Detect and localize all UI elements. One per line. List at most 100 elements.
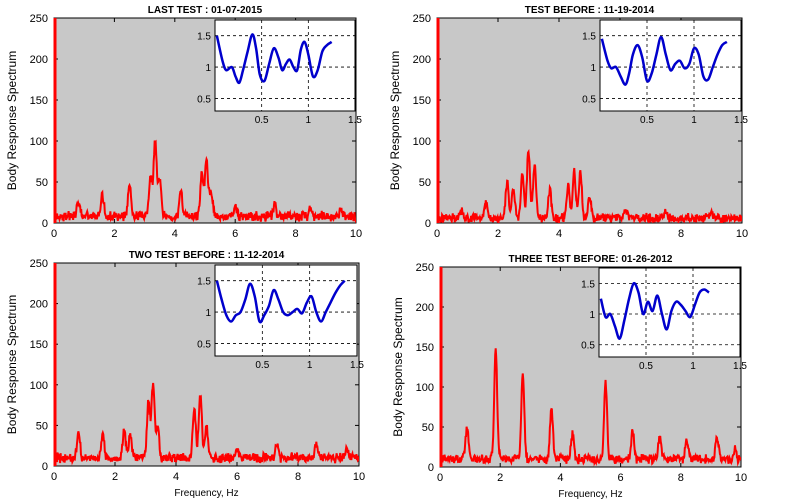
y-tick-label: 150 — [413, 95, 431, 107]
inset-chart: 0.5 1 1.5 0.5 1 1.5 — [197, 264, 364, 371]
x-tick-label: 10 — [736, 228, 748, 240]
spectrum-line — [437, 148, 742, 223]
chart-title: THREE TEST BEFORE: 01-26-2012 — [509, 254, 673, 265]
inset-x-tick-label: 0.5 — [255, 360, 269, 371]
x-tick-label: 6 — [234, 471, 240, 483]
inset-x-tick-label: 0.5 — [255, 115, 269, 126]
y-tick-label: 100 — [30, 380, 48, 392]
panel-4: THREE TEST BEFORE: 01-26-201205010015020… — [391, 254, 747, 500]
x-tick-label: 6 — [618, 472, 624, 484]
x-tick-label: 6 — [232, 228, 238, 240]
x-tick-label: 4 — [173, 471, 179, 483]
y-tick-label: 250 — [30, 258, 48, 270]
x-tick-label: 10 — [353, 471, 365, 483]
y-tick-label: 250 — [413, 13, 431, 25]
inset-line — [215, 279, 346, 324]
inset-y-tick-label: 1 — [589, 310, 595, 321]
y-tick-label: 100 — [413, 136, 431, 148]
inset-x-tick-label: 1 — [307, 360, 313, 371]
panel-3: TWO TEST BEFORE : 11-12-2014050100150200… — [5, 250, 365, 499]
chart-title: TEST BEFORE : 11-19-2014 — [525, 5, 655, 16]
inset-y-tick-label: 1 — [205, 63, 211, 74]
inset-y-tick-label: 1.5 — [581, 279, 595, 290]
y-tick-label: 50 — [422, 422, 434, 434]
x-axis-label: Frequency, Hz — [174, 488, 238, 499]
x-tick-label: 6 — [617, 228, 623, 240]
inset-chart: 0.5 1 1.5 0.5 1 1.5 — [197, 19, 362, 126]
y-tick-label: 150 — [416, 342, 434, 354]
inset-x-tick-label: 1 — [690, 361, 696, 372]
spectrum-line — [440, 348, 741, 467]
y-tick-label: 0 — [425, 218, 431, 230]
inset-x-tick-label: 0.5 — [640, 115, 654, 126]
x-tick-label: 2 — [495, 228, 501, 240]
y-tick-label: 0 — [42, 461, 48, 473]
inset-y-tick-label: 1.5 — [197, 277, 211, 288]
x-tick-label: 8 — [678, 472, 684, 484]
y-tick-label: 50 — [419, 177, 431, 189]
chart-title: LAST TEST : 01-07-2015 — [148, 5, 263, 16]
x-tick-label: 0 — [434, 228, 440, 240]
panel-2: TEST BEFORE : 11-19-20140501001502002500… — [388, 5, 748, 240]
x-tick-label: 0 — [437, 472, 443, 484]
inset-y-tick-label: 0.5 — [197, 94, 211, 105]
inset-x-tick-label: 1 — [306, 115, 312, 126]
inset-line — [215, 33, 333, 85]
x-tick-label: 2 — [497, 472, 503, 484]
y-tick-label: 200 — [413, 54, 431, 66]
inset-y-tick-label: 0.5 — [197, 339, 211, 350]
x-tick-label: 4 — [172, 228, 178, 240]
x-tick-label: 0 — [51, 471, 57, 483]
inset-area — [598, 267, 741, 358]
inset-y-tick-label: 1 — [205, 308, 211, 319]
y-tick-label: 150 — [30, 95, 48, 107]
inset-x-tick-label: 1 — [691, 115, 697, 126]
inset-y-tick-label: 1 — [590, 63, 596, 74]
inset-line — [600, 35, 728, 86]
y-tick-label: 200 — [30, 299, 48, 311]
y-tick-label: 200 — [30, 54, 48, 66]
y-axis-label: Body Response Spectrum — [5, 51, 19, 190]
x-tick-label: 8 — [293, 228, 299, 240]
inset-chart: 0.5 1 1.5 0.5 1 1.5 — [582, 19, 748, 126]
y-tick-label: 100 — [30, 136, 48, 148]
x-axis-label: Frequency, Hz — [558, 489, 622, 500]
inset-y-tick-label: 0.5 — [581, 341, 595, 352]
inset-x-tick-label: 0.5 — [639, 361, 653, 372]
spectrum-line — [54, 139, 356, 223]
inset-chart: 0.5 1 1.5 0.5 1 1.5 — [581, 267, 747, 372]
inset-y-tick-label: 1.5 — [582, 32, 596, 43]
y-tick-label: 250 — [416, 262, 434, 274]
x-tick-label: 8 — [678, 228, 684, 240]
x-tick-label: 0 — [51, 228, 57, 240]
y-tick-label: 0 — [428, 462, 434, 474]
inset-area — [599, 19, 742, 112]
x-tick-label: 2 — [112, 471, 118, 483]
y-tick-label: 50 — [36, 420, 48, 432]
inset-y-tick-label: 0.5 — [582, 94, 596, 105]
x-tick-label: 10 — [735, 472, 747, 484]
inset-y-tick-label: 1.5 — [197, 32, 211, 43]
y-axis-label: Body Response Spectrum — [391, 297, 405, 436]
x-tick-label: 4 — [556, 228, 562, 240]
x-tick-label: 2 — [111, 228, 117, 240]
y-tick-label: 150 — [30, 339, 48, 351]
y-tick-label: 100 — [416, 382, 434, 394]
inset-x-tick-label: 1.5 — [734, 115, 748, 126]
inset-x-tick-label: 1.5 — [348, 115, 362, 126]
x-tick-label: 4 — [557, 472, 563, 484]
inset-area — [214, 264, 358, 357]
spectrum-line — [54, 382, 359, 466]
inset-x-tick-label: 1.5 — [733, 361, 747, 372]
x-tick-label: 10 — [350, 228, 362, 240]
y-tick-label: 250 — [30, 13, 48, 25]
y-axis-label: Body Response Spectrum — [5, 295, 19, 434]
chart-title: TWO TEST BEFORE : 11-12-2014 — [129, 250, 285, 261]
x-tick-label: 8 — [295, 471, 301, 483]
panel-1: LAST TEST : 01-07-2015 0 50 100 150 200 250 0 2 4… — [5, 5, 362, 240]
y-tick-label: 0 — [42, 218, 48, 230]
y-tick-label: 50 — [36, 177, 48, 189]
inset-x-tick-label: 1.5 — [350, 360, 364, 371]
y-tick-label: 200 — [416, 302, 434, 314]
